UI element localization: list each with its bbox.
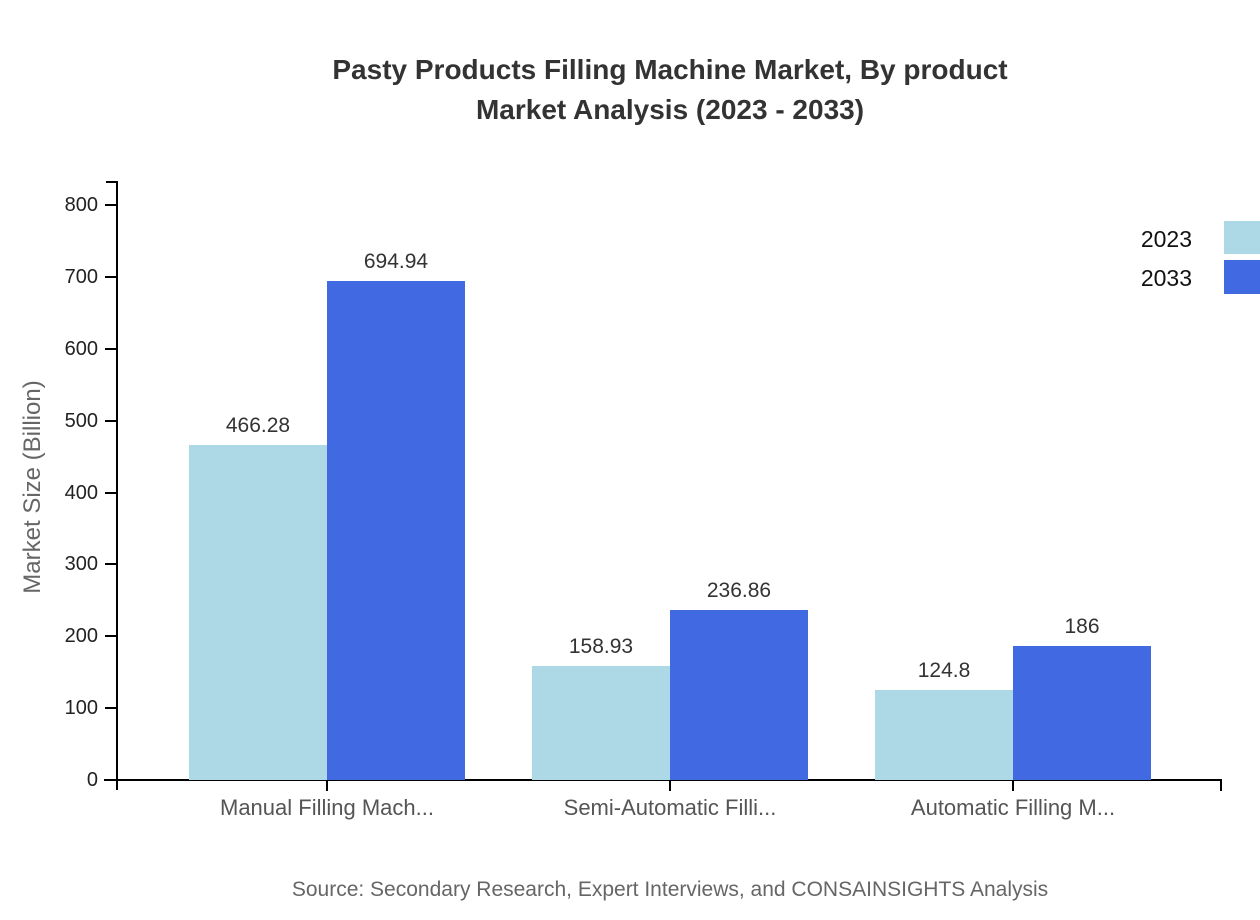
legend-item-label: 2033 <box>1140 265 1192 291</box>
y-tick <box>105 275 117 278</box>
legend-swatch <box>1224 221 1260 254</box>
legend-item-label: 2023 <box>1140 226 1192 252</box>
bar-2023 <box>189 445 327 780</box>
x-tick <box>669 779 671 791</box>
y-tick-label: 600 <box>64 337 98 360</box>
y-tick-label: 800 <box>64 194 98 216</box>
legend-swatch <box>1224 260 1260 294</box>
category-label: Manual Filling Mach... <box>220 795 434 820</box>
bar-value-label: 694.94 <box>363 250 429 273</box>
y-tick <box>105 635 117 638</box>
bar-value-label: 158.93 <box>568 635 634 658</box>
bar-2023 <box>532 666 670 780</box>
y-tick <box>105 419 117 422</box>
y-tick-label: 300 <box>64 553 98 576</box>
y-tick-label: 100 <box>64 697 98 720</box>
chart-title-line2: Market Analysis (2023 - 2033) <box>475 94 865 125</box>
bar-2033 <box>670 610 808 780</box>
y-tick-label: 200 <box>64 625 98 648</box>
y-tick <box>105 204 117 206</box>
y-tick <box>105 347 117 350</box>
y-tick <box>105 779 117 781</box>
y-tick <box>105 707 117 710</box>
y-axis-top-cap <box>106 181 118 183</box>
bar-value-label: 124.8 <box>917 659 971 682</box>
source-caption: Source: Secondary Research, Expert Inter… <box>291 878 1049 901</box>
bar-value-label: 236.86 <box>706 579 772 602</box>
bar-value-label: 186 <box>1064 615 1100 638</box>
bar-2033 <box>327 281 465 780</box>
bar-2023 <box>875 690 1013 780</box>
x-axis-end-tick <box>1220 779 1222 791</box>
bar-2033 <box>1013 646 1151 780</box>
chart-title-line1: Pasty Products Filling Machine Market, B… <box>332 54 1008 85</box>
category-label: Automatic Filling M... <box>910 795 1116 820</box>
y-tick-label: 400 <box>64 481 98 504</box>
x-axis-line <box>104 779 1222 781</box>
y-tick-label: 500 <box>64 409 98 432</box>
x-tick <box>1012 779 1014 791</box>
y-tick-label: 700 <box>64 265 98 288</box>
y-axis-line <box>116 181 118 790</box>
chart-title: Pasty Products Filling Machine Market, B… <box>80 50 1260 130</box>
y-tick-label: 0 <box>86 769 98 791</box>
y-tick <box>105 491 117 494</box>
category-label: Semi-Automatic Filli... <box>563 795 777 820</box>
y-tick <box>105 563 117 566</box>
x-tick <box>326 779 328 791</box>
bar-value-label: 466.28 <box>225 414 291 437</box>
